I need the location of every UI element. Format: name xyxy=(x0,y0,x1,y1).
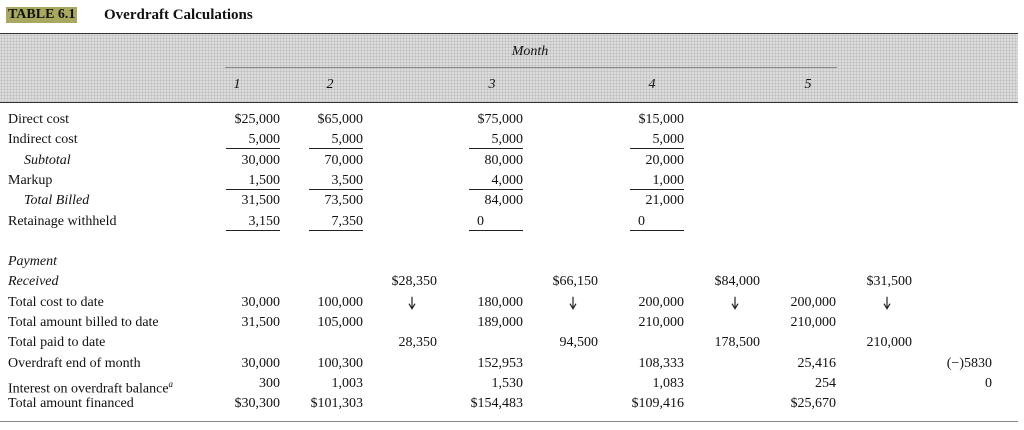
row-label: Subtotal xyxy=(24,152,71,168)
cell: $65,000 xyxy=(317,112,364,127)
cell: 25,416 xyxy=(797,355,837,371)
cell: 1,500 xyxy=(226,173,280,190)
cell: 1,530 xyxy=(491,375,524,391)
cell: 4,000 xyxy=(469,173,523,190)
cell: 300 xyxy=(259,375,280,391)
cell: 7,350 xyxy=(309,214,363,231)
table-title: Overdraft Calculations xyxy=(104,7,253,23)
cell: 1,000 xyxy=(630,173,684,190)
cell: $66,150 xyxy=(552,274,599,290)
cell: 0 xyxy=(985,375,992,391)
cell: 1,083 xyxy=(652,375,685,391)
cell: 80,000 xyxy=(484,152,524,168)
column-number: 2 xyxy=(326,77,334,92)
cell: 28,350 xyxy=(398,335,438,351)
cell: 178,500 xyxy=(714,335,761,351)
row-label: Total paid to date xyxy=(8,335,106,351)
cell: 70,000 xyxy=(324,152,364,168)
row-label: Payment xyxy=(8,254,57,270)
column-number: 1 xyxy=(233,77,241,92)
cell: $25,670 xyxy=(790,396,837,412)
cell: 200,000 xyxy=(790,294,837,310)
cell: 30,000 xyxy=(241,294,281,310)
column-number: 4 xyxy=(648,77,656,92)
cell: 31,500 xyxy=(241,315,281,330)
cell: 5,000 xyxy=(630,132,684,150)
row-label: Direct cost xyxy=(8,112,70,127)
row-label: Indirect cost xyxy=(8,132,78,148)
cell: 100,300 xyxy=(317,355,364,371)
cell: 189,000 xyxy=(477,315,524,330)
column-number: 3 xyxy=(488,77,496,92)
cell: 30,000 xyxy=(241,152,281,168)
cell: 84,000 xyxy=(484,193,524,209)
cell: $101,303 xyxy=(310,396,364,412)
cell: 3,500 xyxy=(309,173,363,190)
cell: $31,500 xyxy=(866,274,913,290)
cell: $15,000 xyxy=(638,112,685,127)
column-number: 5 xyxy=(804,77,812,92)
cell: 210,000 xyxy=(638,315,685,330)
cell: $25,000 xyxy=(234,112,281,127)
cell: $30,300 xyxy=(234,396,281,412)
down-arrow xyxy=(883,296,891,310)
header-band xyxy=(0,33,1018,103)
cell: 108,333 xyxy=(638,355,685,371)
cell: $84,000 xyxy=(714,274,761,290)
cell: 210,000 xyxy=(866,335,913,351)
row-label: Overdraft end of month xyxy=(8,355,141,371)
cell: 5,000 xyxy=(469,132,523,150)
group-rule xyxy=(225,67,837,68)
row-label: Received xyxy=(8,274,59,290)
column-group: Month xyxy=(511,44,549,59)
cell: $154,483 xyxy=(470,396,524,412)
row-label: Retainage withheld xyxy=(8,213,117,229)
cell: 0 xyxy=(469,214,523,231)
row-label: Total amount billed to date xyxy=(8,315,159,330)
cell: 31,500 xyxy=(241,193,281,209)
cell: $75,000 xyxy=(477,112,524,127)
footnote-mark: a xyxy=(168,378,174,389)
cell: 3,150 xyxy=(226,214,280,231)
cell: 0 xyxy=(630,214,684,231)
cell: 254 xyxy=(815,375,836,391)
bottom-rule xyxy=(0,421,1018,422)
cell: $109,416 xyxy=(631,396,685,412)
cell: 210,000 xyxy=(790,315,837,330)
row-label: Total amount financed xyxy=(8,396,134,412)
cell: 100,000 xyxy=(317,294,364,310)
cell: 1,003 xyxy=(331,375,364,391)
down-arrow xyxy=(408,296,416,310)
cell: 152,953 xyxy=(477,355,524,371)
row-label: Total Billed xyxy=(24,193,90,209)
cell: 94,500 xyxy=(559,335,599,351)
cell: 21,000 xyxy=(645,193,685,209)
cell: $28,350 xyxy=(391,274,438,290)
cell: (−)5830 xyxy=(946,355,992,371)
cell: 5,000 xyxy=(226,132,280,150)
cell: 200,000 xyxy=(638,294,685,310)
cell: 5,000 xyxy=(309,132,363,150)
cell: 73,500 xyxy=(324,193,364,209)
table-number: TABLE 6.1 xyxy=(6,7,78,23)
down-arrow xyxy=(569,296,577,310)
row-label: Total cost to date xyxy=(8,294,104,310)
row-label: Markup xyxy=(8,172,53,188)
cell: 105,000 xyxy=(317,315,364,330)
row-label: Interest on overdraft balancea xyxy=(8,378,174,397)
down-arrow xyxy=(731,296,739,310)
cell: 30,000 xyxy=(241,355,281,371)
cell: 20,000 xyxy=(645,152,685,168)
cell: 180,000 xyxy=(477,294,524,310)
